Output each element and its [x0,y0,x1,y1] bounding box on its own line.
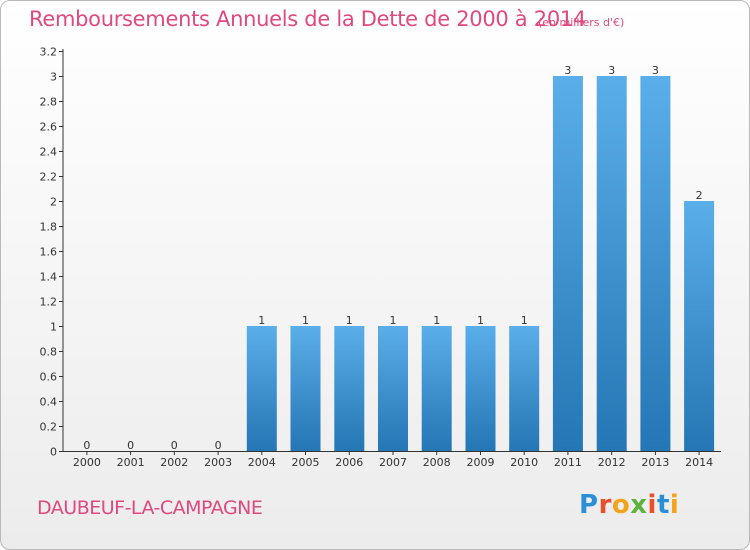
bar [421,326,452,451]
data-label: 1 [521,314,528,327]
logo-letter: x [630,490,648,520]
y-tick-label: 2.4 [40,146,58,159]
bar [378,326,408,451]
x-tick-label: 2009 [467,456,495,469]
logo-letter: i [669,490,680,520]
x-tick-label: 2003 [204,456,232,469]
y-tick-label: 1.2 [40,296,58,309]
y-tick-label: 1 [50,321,57,334]
x-tick-label: 2008 [423,456,451,469]
bar [509,326,540,451]
proxiti-logo: Proxiti [579,490,679,520]
chart-title: Remboursements Annuels de la Dette de 20… [29,7,586,31]
commune-name: DAUBEUF-LA-CAMPAGNE [37,497,263,519]
y-tick-label: 3 [50,71,57,84]
bar [246,326,277,451]
y-tick-label: 1.4 [40,271,58,284]
data-label: 1 [477,314,484,327]
x-tick-label: 2006 [335,456,363,469]
data-label: 1 [390,314,397,327]
data-label: 0 [215,439,222,452]
x-tick-label: 2001 [117,456,145,469]
x-tick-label: 2007 [379,456,407,469]
y-tick-label: 1.8 [40,221,58,234]
data-label: 3 [564,64,571,77]
x-tick-label: 2000 [73,456,101,469]
data-label: 3 [652,64,659,77]
data-label: 0 [83,439,90,452]
logo-letter: r [598,490,612,520]
y-tick-label: 2 [50,196,57,209]
x-tick-label: 2010 [510,456,538,469]
x-tick-label: 2011 [554,456,582,469]
x-tick-label: 2002 [160,456,188,469]
x-tick-label: 2005 [292,456,320,469]
logo-letter: o [611,490,631,520]
chart-unit: (en milliers d'€) [538,16,625,29]
bar [465,326,496,451]
data-label: 2 [696,189,703,202]
y-tick-label: 2.8 [40,96,58,109]
bar [552,76,583,451]
logo-letter: P [579,490,599,520]
bar [334,326,365,451]
logo-letter: t [656,490,670,520]
y-tick-label: 0.8 [40,346,58,359]
bar [640,76,671,451]
logo-letter: i [647,490,657,520]
data-label: 0 [127,439,134,452]
x-tick-label: 2004 [248,456,276,469]
y-tick-label: 0.2 [40,421,58,434]
x-tick-label: 2013 [641,456,669,469]
y-tick-label: 3.2 [40,46,58,59]
y-tick-label: 2.2 [40,171,58,184]
data-label: 1 [346,314,353,327]
y-tick-label: 0.6 [40,371,58,384]
data-label: 0 [171,439,178,452]
y-tick-label: 0.4 [40,396,58,409]
bar [596,76,627,451]
data-label: 3 [608,64,615,77]
y-tick-label: 1.6 [40,246,58,259]
y-tick-label: 2.6 [40,121,58,134]
data-label: 1 [258,314,265,327]
x-tick-label: 2012 [598,456,626,469]
bar [684,201,715,451]
x-tick-label: 2014 [685,456,713,469]
data-label: 1 [433,314,440,327]
bar [290,326,321,451]
data-label: 1 [302,314,309,327]
y-tick-label: 0 [50,446,57,459]
